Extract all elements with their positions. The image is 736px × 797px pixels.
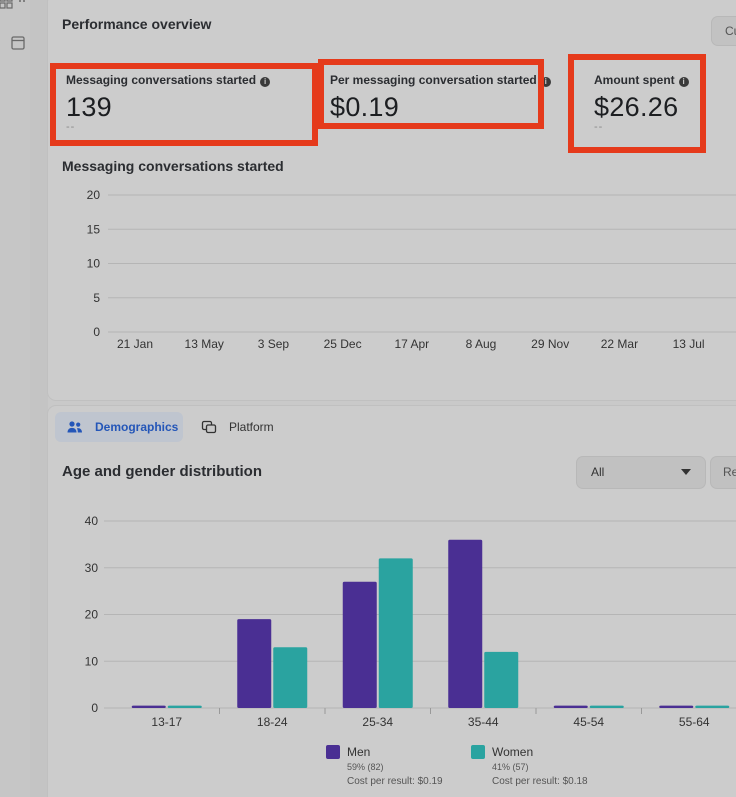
metric-value: $0.19 <box>330 92 400 122</box>
highlight-box <box>318 59 544 129</box>
metric-amount-spent: Amount spent i $26.26 -- <box>594 73 689 133</box>
x-tick-label: 8 Aug <box>466 337 497 351</box>
legend-swatch-women <box>471 745 485 759</box>
y-tick-label: 15 <box>87 222 101 236</box>
metric-label: Per messaging conversation started i <box>330 73 551 87</box>
bar-women-25-34 <box>378 558 413 708</box>
y-tick-label: 10 <box>87 257 101 271</box>
bar-men-45-54 <box>553 705 588 708</box>
legend-percent: 41% (57) <box>492 762 529 772</box>
tab-label: Demographics <box>95 420 179 434</box>
rail-divider <box>30 0 48 797</box>
y-tick-label: 10 <box>85 654 99 668</box>
metric-comparison: -- <box>66 121 76 133</box>
bar-women-55-64 <box>695 705 730 708</box>
metric-value: $26.26 <box>594 92 679 122</box>
demographics-title: Age and gender distribution <box>62 463 263 480</box>
metric-value: 139 <box>66 92 112 122</box>
platform-icon <box>201 420 217 434</box>
line-chart: 0 5 10 15 20 21 Jan 13 May 3 Sep 25 Dec 17 Apr 8 A… <box>87 188 736 351</box>
bar-women-35-44 <box>484 651 519 708</box>
reset-button[interactable]: Re <box>711 457 736 488</box>
panel-icon[interactable] <box>11 36 25 50</box>
info-icon[interactable]: i <box>540 77 551 87</box>
x-tick-label: 25-34 <box>362 715 393 729</box>
legend-name: Women <box>492 745 534 759</box>
left-rail <box>0 0 30 797</box>
highlight-box <box>50 63 318 146</box>
metric-messaging-conversations: Messaging conversations started i 139 -- <box>66 73 271 133</box>
tab-demographics[interactable]: Demographics <box>55 412 183 442</box>
bar-women-18-24 <box>273 647 308 708</box>
legend-swatch-men <box>326 745 340 759</box>
bar-men-18-24 <box>237 619 272 708</box>
info-icon[interactable]: i <box>678 77 689 87</box>
dots-icon[interactable] <box>18 0 26 4</box>
x-tick-label: 13 May <box>185 337 224 351</box>
bar-women-13-17 <box>167 705 202 708</box>
bar-men-13-17 <box>131 705 166 708</box>
y-tick-label: 0 <box>91 701 98 715</box>
x-tick-label: 18-24 <box>257 715 288 729</box>
x-tick-label: 25 Dec <box>324 337 362 351</box>
x-tick-label: 13-17 <box>151 715 182 729</box>
customize-button[interactable]: Cu <box>712 17 736 45</box>
metric-comparison: -- <box>594 121 604 133</box>
bar-women-45-54 <box>589 705 624 708</box>
x-tick-label: 3 Sep <box>258 337 290 351</box>
dropdown-value: All <box>591 465 605 479</box>
bar-chart: 0 10 20 30 40 13-17 18-24 25-34 35-44 45-54 55-64 <box>85 514 736 729</box>
distribution-filter-dropdown[interactable]: All <box>577 457 705 488</box>
metric-label: Amount spent i <box>594 73 689 87</box>
y-tick-label: 5 <box>93 291 100 305</box>
info-icon[interactable]: i <box>260 77 271 87</box>
legend-percent: 59% (82) <box>347 762 384 772</box>
legend-cost: Cost per result: $0.19 <box>347 776 443 787</box>
metric-label: Messaging conversations started i <box>66 73 271 87</box>
x-tick-label: 45-54 <box>573 715 604 729</box>
grid-icon[interactable] <box>0 0 14 10</box>
people-icon <box>67 421 82 433</box>
bar-men-55-64 <box>659 705 694 708</box>
caret-down-icon <box>681 469 691 475</box>
x-tick-label: 21 Jan <box>117 337 153 351</box>
x-tick-label: 22 Mar <box>601 337 638 351</box>
x-tick-label: 29 Nov <box>531 337 569 351</box>
y-tick-label: 20 <box>87 188 101 202</box>
x-tick-label: 55-64 <box>679 715 710 729</box>
y-tick-label: 0 <box>93 325 100 339</box>
x-tick-label: 35-44 <box>468 715 499 729</box>
tab-platform[interactable]: Platform <box>195 412 285 442</box>
bar-men-35-44 <box>448 539 483 708</box>
x-tick-label: 17 Apr <box>394 337 429 351</box>
y-tick-label: 40 <box>85 514 99 528</box>
legend-name: Men <box>347 745 371 759</box>
tab-label: Platform <box>229 420 274 434</box>
bar-men-25-34 <box>342 581 377 708</box>
line-chart-title: Messaging conversations started <box>62 158 284 174</box>
y-tick-label: 30 <box>85 561 99 575</box>
y-tick-label: 20 <box>85 608 99 622</box>
highlight-box <box>568 54 706 153</box>
x-tick-label: 13 Jul <box>673 337 705 351</box>
performance-title: Performance overview <box>62 16 212 32</box>
legend-cost: Cost per result: $0.18 <box>492 776 588 787</box>
